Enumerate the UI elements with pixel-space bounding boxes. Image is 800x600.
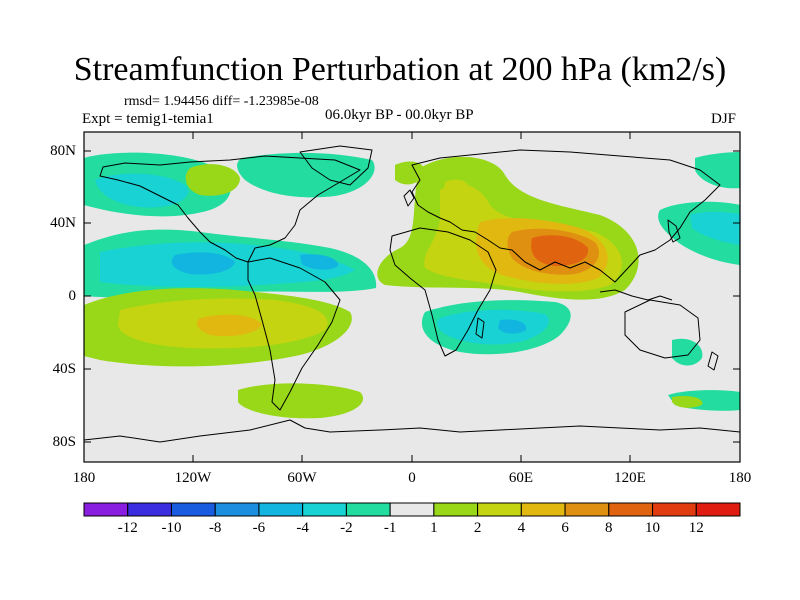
colorbar-label: -4 — [296, 520, 309, 536]
coast-new-zealand — [707, 351, 719, 371]
contour-neg1-nearctic — [237, 152, 375, 198]
coast-australia — [624, 299, 701, 359]
colorbar-swatch — [170, 502, 216, 517]
colorbar-swatch — [258, 502, 304, 517]
coast-indonesia — [599, 289, 673, 301]
coast-japan — [667, 219, 681, 243]
colorbar-label: 12 — [689, 520, 704, 536]
contour-neg4-sh-io — [498, 319, 527, 334]
colorbar-label: 10 — [645, 520, 660, 536]
colorbar-label: -12 — [118, 520, 138, 536]
contour-pos1-pacific — [395, 161, 425, 185]
experiment-label: Expt = temig1-temia1 — [82, 111, 214, 127]
colorbar-swatch — [520, 502, 566, 517]
coast-europe-asia — [411, 149, 721, 283]
lon-label-60w: 60W — [287, 470, 317, 486]
colorbar-label: 6 — [561, 520, 569, 536]
contour-neg2-natl — [95, 173, 189, 208]
lon-label-180e: 180 — [729, 470, 752, 486]
lon-label-60e: 60E — [509, 470, 533, 486]
colorbar-label: -6 — [253, 520, 266, 536]
lon-label-120e: 120E — [614, 470, 646, 486]
colorbar-label: 8 — [605, 520, 613, 536]
plot-title: Streamfunction Perturbation at 200 hPa (… — [73, 51, 727, 88]
colorbar-label: -1 — [384, 520, 397, 536]
colorbar-swatch — [127, 502, 172, 517]
contour-neg2-nepac — [690, 211, 740, 245]
axis-ticks — [83, 132, 741, 462]
contour-pos1-arctic-am — [185, 164, 240, 196]
colorbar-swatch — [389, 502, 435, 517]
lat-label-80s: 80S — [53, 434, 76, 450]
colorbar-swatch — [433, 502, 479, 517]
coast-africa — [389, 227, 497, 357]
colorbar-label: 1 — [430, 520, 438, 536]
contour-pos2-europe — [443, 179, 471, 203]
colorbar-swatch — [652, 502, 697, 517]
colorbar-label: 2 — [474, 520, 482, 536]
lon-label-180w: 180 — [73, 470, 96, 486]
coastlines — [84, 145, 740, 443]
lat-label-80n: 80N — [50, 143, 76, 159]
contour-pos1-spac — [672, 395, 703, 408]
coast-north-america — [99, 155, 361, 263]
contour-neg1-npac — [695, 152, 740, 189]
colorbar-swatch — [564, 502, 610, 517]
contour-pos8-asia — [531, 235, 589, 266]
period-label: 06.0kyr BP - 00.0kyr BP — [325, 107, 474, 123]
contour-pos1-sbelt — [238, 383, 364, 419]
coast-south-america — [247, 257, 341, 411]
coast-uk — [403, 189, 415, 207]
lon-label-120w: 120W — [175, 470, 213, 486]
coast-madagascar — [475, 317, 485, 339]
lat-label-0: 0 — [69, 288, 77, 304]
lat-label-40n: 40N — [50, 215, 76, 231]
lat-label-40s: 40S — [53, 361, 76, 377]
contour-pos4-samerica — [196, 314, 262, 337]
colorbar-label: -10 — [161, 520, 181, 536]
contour-neg1-swpac — [672, 338, 703, 366]
colorbar-swatch — [345, 502, 391, 517]
lon-label-0: 0 — [408, 470, 416, 486]
colorbar: -12 -10 -8 -6 -4 -2 -1 1 2 4 6 8 10 12 — [83, 502, 741, 536]
contour-neg4-eqbelt-b — [300, 254, 339, 270]
colorbar-swatch — [302, 502, 347, 517]
colorbar-swatch — [608, 502, 654, 517]
colorbar-swatch — [477, 502, 522, 517]
colorbar-swatch — [83, 502, 129, 517]
colorbar-swatch — [695, 502, 741, 517]
rmsd-label: rmsd= 1.94456 diff= -1.23985e-08 — [124, 94, 319, 109]
colorbar-label: -2 — [340, 520, 353, 536]
season-label: DJF — [711, 111, 737, 127]
colorbar-swatch — [214, 502, 260, 517]
coast-antarctica — [84, 419, 740, 443]
colorbar-label: 4 — [518, 520, 526, 536]
contour-neg4-eqbelt — [171, 252, 235, 275]
coast-greenland — [299, 145, 373, 186]
colorbar-label: -8 — [209, 520, 222, 536]
contour-fills — [84, 152, 740, 419]
